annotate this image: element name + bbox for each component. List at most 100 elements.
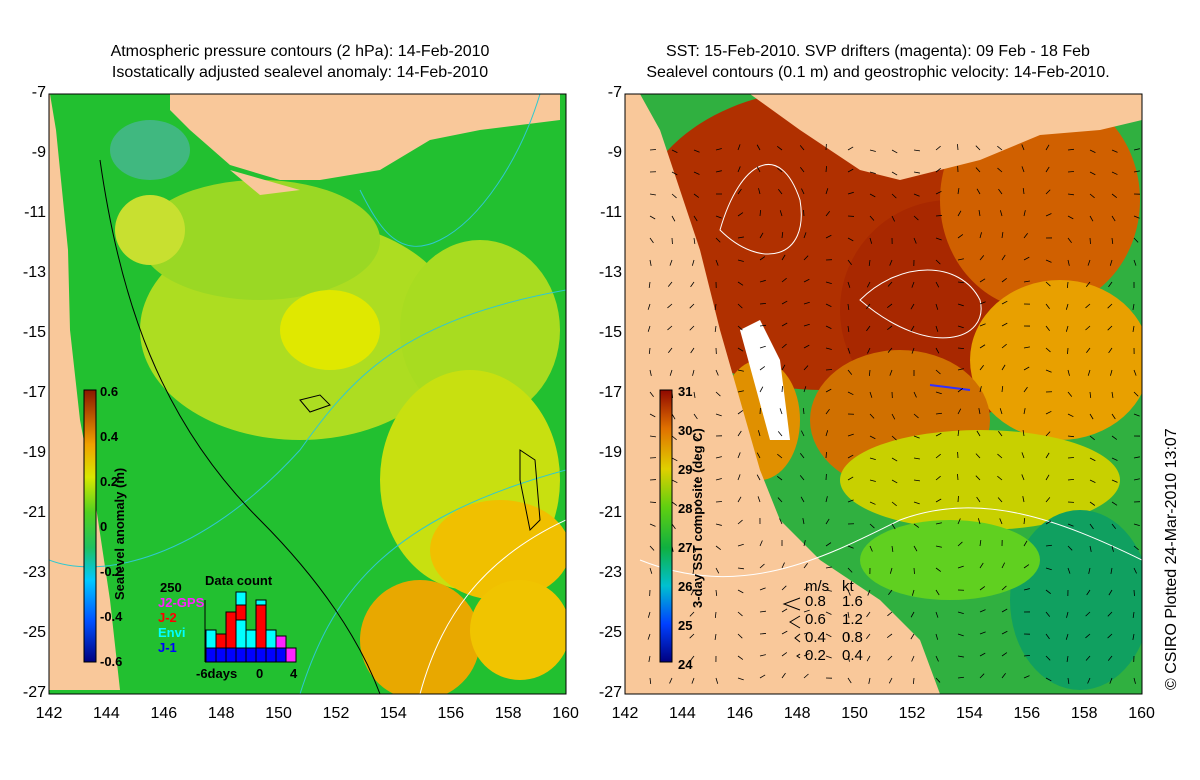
velocity-arrow xyxy=(759,345,766,349)
velocity-arrow xyxy=(869,237,873,244)
velocity-arrow xyxy=(825,388,832,393)
velocity-arrow xyxy=(1111,391,1114,398)
velocity-arrow xyxy=(1132,303,1135,310)
velocity-arrow xyxy=(869,171,876,175)
velocity-arrow xyxy=(869,479,876,482)
velocity-arrow xyxy=(1111,545,1114,552)
x-tick-label: 156 xyxy=(1013,705,1041,722)
velocity-arrow xyxy=(1001,672,1006,679)
y-tick-label: -15 xyxy=(598,324,622,341)
velocity-arrow xyxy=(800,496,805,503)
velocity-arrow xyxy=(886,633,893,638)
velocity-arrow xyxy=(913,171,920,174)
velocity-arrow xyxy=(887,325,893,331)
velocity-arrow xyxy=(1023,517,1026,525)
velocity-arrow xyxy=(737,347,744,352)
velocity-arrow xyxy=(1132,325,1135,332)
velocity-arrow xyxy=(847,325,850,332)
velocity-arrow xyxy=(825,430,829,437)
velocity-arrow xyxy=(979,232,982,239)
velocity-arrow xyxy=(935,545,942,548)
velocity-arrow xyxy=(1001,343,1007,349)
velocity-arrow xyxy=(1067,215,1074,220)
y-tick-label: -9 xyxy=(607,144,622,161)
velocity-arrow xyxy=(1023,654,1031,657)
velocity-arrow xyxy=(1023,675,1030,679)
velocity-arrow xyxy=(1089,171,1096,176)
velocity-arrow xyxy=(1001,232,1004,239)
velocity-arrow xyxy=(737,567,744,570)
velocity-arrow xyxy=(1089,435,1095,441)
velocity-arrow xyxy=(910,325,915,332)
velocity-arrow xyxy=(737,259,744,262)
velocity-arrow xyxy=(889,567,893,574)
velocity-arrow xyxy=(913,237,917,244)
velocity-arrow xyxy=(1022,187,1025,195)
velocity-arrow xyxy=(975,145,981,151)
velocity-arrow xyxy=(825,655,832,659)
velocity-arrow xyxy=(869,215,875,221)
velocity-arrow xyxy=(957,281,965,284)
data-count-histogram xyxy=(204,591,297,663)
velocity-arrow xyxy=(803,586,810,591)
velocity-arrow xyxy=(693,149,700,153)
velocity-arrow xyxy=(1107,303,1113,309)
velocity-arrow xyxy=(1067,457,1075,459)
velocity-arrow xyxy=(649,545,655,551)
colorbar-tick-label: 24 xyxy=(678,657,693,672)
sla-colorbar-label: Sealevel anomaly (m) xyxy=(112,467,127,600)
velocity-arrow xyxy=(847,677,852,684)
velocity-arrow xyxy=(737,496,742,503)
y-tick-label: -27 xyxy=(598,684,622,701)
velocity-arrow xyxy=(869,457,876,460)
y-tick-label: -11 xyxy=(24,204,46,221)
velocity-arrow xyxy=(999,408,1003,415)
velocity-arrow xyxy=(913,435,920,439)
velocity-arrow xyxy=(1066,655,1069,662)
velocity-arrow xyxy=(1045,431,1051,437)
y-tick-label: -27 xyxy=(22,684,46,701)
velocity-arrow xyxy=(891,413,896,420)
velocity-arrow xyxy=(825,211,831,217)
velocity-arrow xyxy=(781,254,786,261)
velocity-arrow xyxy=(781,231,784,239)
velocity-arrow xyxy=(869,413,875,419)
colorbar-tick-label: 30 xyxy=(678,423,693,438)
velocity-arrow xyxy=(1133,148,1140,151)
velocity-arrow xyxy=(979,323,986,327)
y-tick-label: -25 xyxy=(598,624,622,641)
velocity-arrow xyxy=(911,281,915,288)
velocity-arrow xyxy=(866,655,871,662)
sst-colorbar-label: 3-day SST composite (deg C) xyxy=(690,428,705,608)
velocity-arrow xyxy=(979,344,986,349)
velocity-arrow xyxy=(781,385,783,393)
velocity-arrow xyxy=(1045,655,1051,661)
velocity-arrow xyxy=(979,586,986,591)
velocity-arrow xyxy=(1022,430,1025,437)
velocity-arrow xyxy=(1065,633,1069,640)
velocity-arrow xyxy=(1023,256,1030,261)
velocity-arrow xyxy=(975,453,981,459)
x-tick-label: 152 xyxy=(322,705,350,722)
velocity-arrow xyxy=(847,237,854,242)
velocity-arrow xyxy=(866,611,871,618)
velocity-arrow xyxy=(935,237,942,241)
velocity-arrow xyxy=(913,479,920,482)
colorbar-tick-label: 0.4 xyxy=(100,429,119,444)
x-tick-label: 150 xyxy=(841,705,868,722)
velocity-arrow xyxy=(997,497,1003,503)
velocity-arrow xyxy=(1089,545,1092,552)
velocity-arrow xyxy=(913,391,917,398)
velocity-arrow xyxy=(1089,413,1094,420)
velocity-arrow xyxy=(1001,630,1008,635)
velocity-arrow xyxy=(714,325,717,332)
velocity-arrow xyxy=(759,279,766,283)
velocity-arrow xyxy=(997,145,1003,151)
velocity-arrow xyxy=(759,540,763,547)
velocity-arrow xyxy=(1111,171,1118,175)
velocity-arrow xyxy=(1133,545,1139,551)
velocity-arrow xyxy=(825,303,832,308)
velocity-arrow xyxy=(1045,303,1050,310)
velocity-arrow xyxy=(1045,325,1050,332)
velocity-arrow xyxy=(847,633,850,641)
